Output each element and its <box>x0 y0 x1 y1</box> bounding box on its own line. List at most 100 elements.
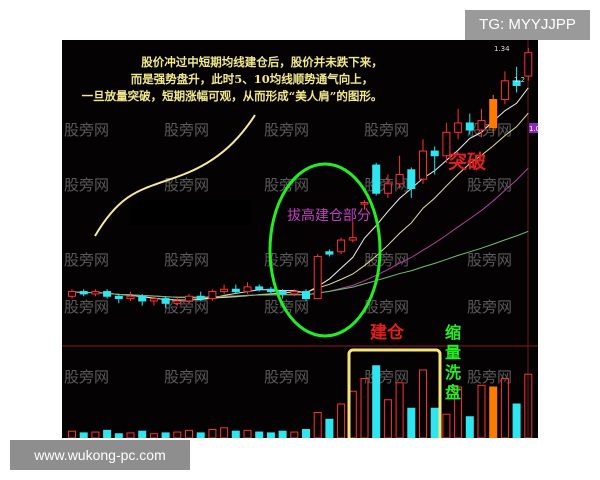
volume-bar <box>243 429 252 438</box>
price-label-mid: 1.2 <box>514 76 525 84</box>
volume-bar <box>114 433 123 438</box>
watermark-text: 股旁网 <box>467 251 512 269</box>
volume-bar <box>278 430 287 438</box>
volume-bar <box>500 378 509 438</box>
volume-bar <box>91 431 100 438</box>
volume-bar <box>173 431 182 438</box>
candle-body <box>278 291 287 295</box>
price-label-low: 1.0 <box>529 125 538 133</box>
wash-label-char: 缩 <box>445 323 461 342</box>
volume-bar <box>290 431 299 438</box>
price-marker <box>529 123 538 133</box>
build-volume-box <box>347 348 442 438</box>
candle-body <box>196 295 205 300</box>
watermark-text: 股旁网 <box>467 298 512 316</box>
watermark-text: 股旁网 <box>164 368 209 386</box>
volume-bar <box>454 386 463 438</box>
watermark-text: 股旁网 <box>164 251 209 269</box>
candle-body <box>208 291 217 300</box>
candle-body <box>138 295 147 302</box>
watermark-text: 股旁网 <box>264 368 309 386</box>
volume-bar <box>79 432 88 438</box>
volume-bar <box>255 431 264 438</box>
stock-chart: 股旁网 股旁网 股旁网 股旁网 股旁网股旁网 股旁网 股旁网 股旁网股旁网 股旁网 股旁网 股旁网股… <box>62 40 538 438</box>
volume-bar <box>266 432 275 438</box>
volume-bar <box>302 429 310 438</box>
watermark-text: 股旁网 <box>64 121 109 139</box>
annotation-line-1: 股价冲过中短期均线建仓后，股价并未跌下来， <box>141 55 383 69</box>
trend-curve <box>94 114 256 237</box>
price-label-high: 1.34 <box>494 45 510 53</box>
volume-bar <box>442 413 451 438</box>
volume-bar <box>407 407 416 438</box>
candle-body <box>325 251 334 255</box>
volume-bar <box>372 365 381 438</box>
watermark-text: 股旁网 <box>64 176 109 194</box>
candle-body <box>290 291 299 295</box>
bottom-watermark: www.wukong-pc.com <box>10 440 190 470</box>
watermark-text: 股旁网 <box>364 368 409 386</box>
candle-body <box>489 99 498 129</box>
candle-body <box>512 80 521 86</box>
wash-label: 缩 量 洗 盘 <box>445 323 461 402</box>
candle-body <box>79 291 88 295</box>
volume-bar <box>465 416 474 438</box>
ma-line-60 <box>71 230 529 298</box>
candle-body <box>383 183 392 194</box>
candle-body <box>103 291 112 297</box>
candle-body <box>313 255 322 300</box>
breakout-label: 突破 <box>448 150 486 173</box>
volume-bar <box>477 384 486 438</box>
candle-body <box>149 298 158 302</box>
volume-bar <box>430 407 439 438</box>
wash-label-char: 洗 <box>445 363 461 382</box>
volume-bar <box>231 430 240 438</box>
volume-bar <box>161 432 170 438</box>
watermark-text: 股旁网 <box>164 176 209 194</box>
candles <box>68 48 533 308</box>
candle-body <box>91 291 100 295</box>
candle-body <box>266 288 275 293</box>
candle-body <box>477 120 486 131</box>
watermark-text: 股旁网 <box>64 251 109 269</box>
volume-bar <box>395 382 404 438</box>
moving-averages <box>71 87 529 301</box>
candle-body <box>161 298 170 304</box>
volume-bar <box>489 386 498 438</box>
build-label: 建仓 <box>370 322 405 343</box>
volume-bar <box>220 427 229 438</box>
volume-bar <box>360 378 369 438</box>
circle-label: 拔高建仓部分 <box>287 207 371 224</box>
wash-label-char: 量 <box>445 343 461 362</box>
volume-bar <box>208 429 217 438</box>
watermark-text: 股旁网 <box>264 121 309 139</box>
watermark-text: 股旁网 <box>364 121 409 139</box>
volume-bar <box>185 429 193 438</box>
candle-body <box>419 150 427 180</box>
watermark-text: 股旁网 <box>264 298 309 316</box>
volume-bar <box>138 430 147 438</box>
candle-body <box>185 295 193 302</box>
candle-body <box>372 164 381 194</box>
candle-body <box>243 286 252 293</box>
candle-body <box>302 291 310 300</box>
candle-body <box>395 173 404 185</box>
candle-body <box>68 291 76 297</box>
watermark-text: 股旁网 <box>364 298 409 316</box>
candle-body <box>407 169 416 190</box>
candle-body <box>500 80 509 101</box>
watermark-text: 股旁网 <box>64 368 109 386</box>
volume-bar <box>337 403 346 438</box>
candle-body <box>255 286 264 290</box>
volume-bar <box>524 373 533 438</box>
redacted-block <box>130 200 250 225</box>
candle-body <box>231 288 240 293</box>
watermark-text: 股旁网 <box>64 298 109 316</box>
candle-body <box>173 300 182 304</box>
candle-body <box>360 202 369 205</box>
candle-body <box>442 131 451 157</box>
candle-body <box>454 122 463 133</box>
volume-bar <box>126 432 135 438</box>
annotation-line-2: 而是强势盘升，此时5、10均线顺势通气向上， <box>131 72 374 86</box>
candle-body <box>430 150 439 157</box>
